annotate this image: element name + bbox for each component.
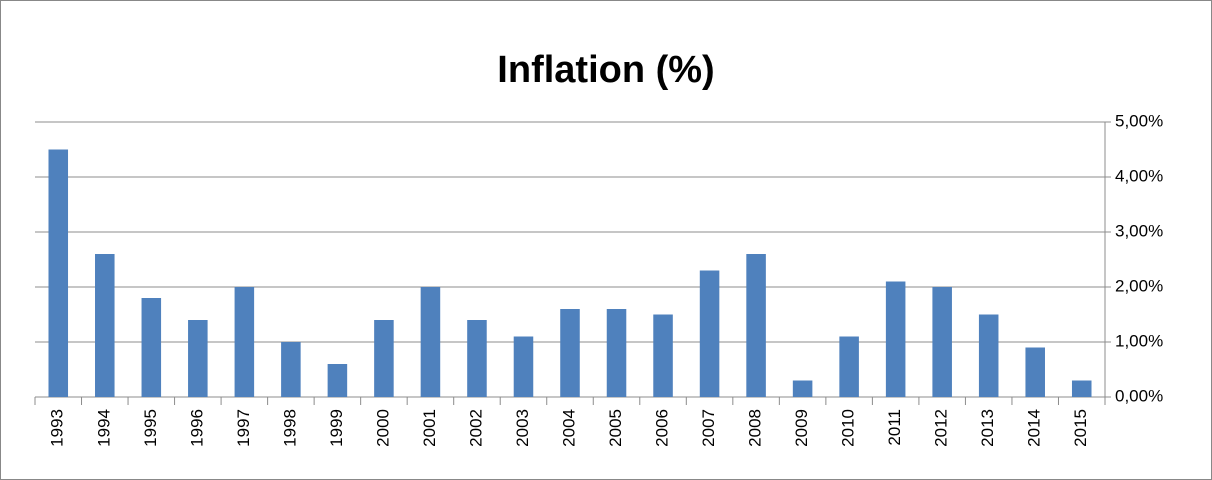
x-tick-label: 2000	[373, 409, 392, 447]
bar	[374, 320, 394, 397]
bar	[1071, 380, 1092, 397]
bar	[513, 336, 534, 397]
x-tick-label: 2009	[792, 409, 811, 447]
x-tick-label: 2006	[653, 409, 672, 447]
bar	[1025, 347, 1045, 397]
y-tick-label: 2,00%	[1115, 276, 1163, 295]
x-tick-label: 1994	[94, 409, 113, 447]
x-tick-label: 2010	[839, 409, 858, 447]
x-tick-label: 1997	[234, 409, 253, 447]
x-tick-label: 2002	[466, 409, 485, 447]
bar	[560, 309, 580, 397]
bar	[420, 287, 441, 397]
bar	[699, 270, 720, 397]
x-tick-label: 1998	[280, 409, 299, 447]
bar	[606, 309, 627, 397]
x-tick-label: 2005	[606, 409, 625, 447]
x-tick-label: 2015	[1071, 409, 1090, 447]
y-tick-label: 3,00%	[1115, 221, 1163, 240]
bar	[327, 364, 348, 397]
bar	[746, 254, 766, 397]
y-tick-label: 1,00%	[1115, 331, 1163, 350]
x-tick-label: 2008	[746, 409, 765, 447]
x-tick-label: 2012	[932, 409, 951, 447]
x-tick-label: 1999	[327, 409, 346, 447]
y-tick-label: 4,00%	[1115, 166, 1163, 185]
bar	[932, 287, 952, 397]
bar	[141, 298, 162, 397]
y-tick-label: 0,00%	[1115, 386, 1163, 405]
bar	[792, 380, 813, 397]
x-tick-label: 2011	[885, 409, 904, 446]
chart-title: Inflation (%)	[497, 49, 714, 91]
bar	[234, 287, 255, 397]
x-tick-label: 2014	[1025, 409, 1044, 447]
bar	[978, 314, 999, 397]
bar	[281, 342, 301, 397]
bar	[653, 314, 673, 397]
bar	[885, 281, 906, 397]
x-tick-label: 2003	[513, 409, 532, 447]
x-tick-label: 1993	[48, 409, 67, 447]
x-tick-label: 2004	[559, 409, 578, 447]
bar	[839, 336, 859, 397]
x-tick-label: 2013	[978, 409, 997, 447]
y-tick-label: 5,00%	[1115, 111, 1163, 130]
bar	[467, 320, 487, 397]
x-tick-label: 2001	[420, 409, 439, 447]
bar	[188, 320, 208, 397]
bar	[95, 254, 115, 397]
bar	[48, 149, 69, 397]
x-tick-label: 2007	[699, 409, 718, 447]
x-tick-label: 1996	[187, 409, 206, 447]
x-tick-label: 1995	[141, 409, 160, 447]
